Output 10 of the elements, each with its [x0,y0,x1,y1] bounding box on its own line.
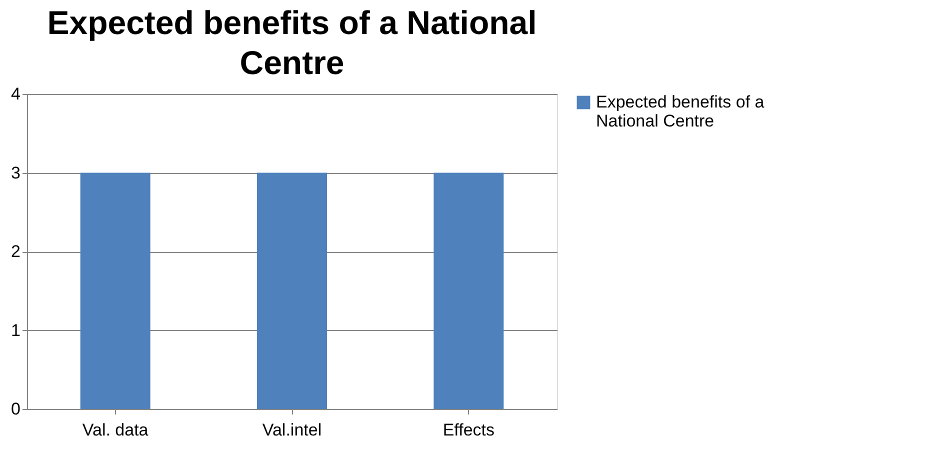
y-tick-label: 2 [11,242,20,261]
y-tick-label: 4 [11,84,20,104]
y-tick-label: 1 [11,320,20,340]
x-tick-label: Val. data [82,420,149,440]
legend-label: Expected benefits of a National Centre [596,92,765,130]
x-tick-label: Effects [442,420,494,440]
chart-title: Expected benefits of a National Centre [47,4,537,81]
x-tick-label: Val.intel [262,420,322,440]
y-tick-label: 0 [11,400,20,418]
y-tick-label: 3 [11,163,20,182]
